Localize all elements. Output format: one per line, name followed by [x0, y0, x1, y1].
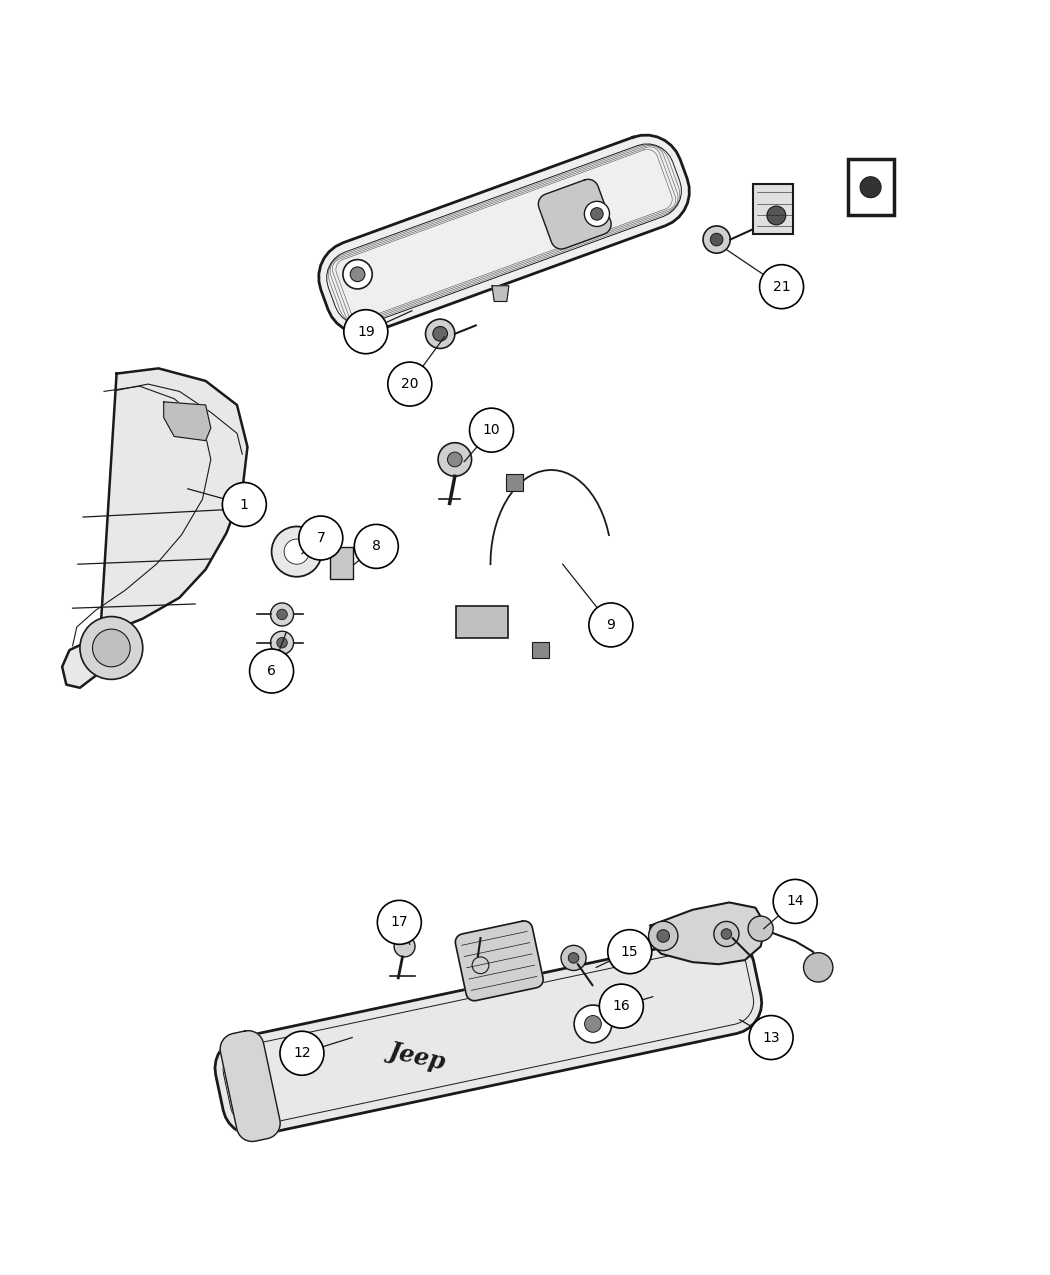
Circle shape — [354, 524, 398, 569]
Circle shape — [472, 958, 489, 974]
Circle shape — [271, 631, 294, 654]
Circle shape — [469, 408, 513, 453]
Circle shape — [585, 1015, 602, 1033]
Circle shape — [377, 900, 421, 945]
Circle shape — [803, 952, 833, 982]
Circle shape — [721, 928, 732, 940]
Text: 10: 10 — [483, 423, 500, 437]
Circle shape — [714, 922, 739, 946]
Text: 20: 20 — [401, 377, 419, 391]
Circle shape — [591, 208, 603, 221]
Circle shape — [250, 649, 294, 694]
Text: 8: 8 — [372, 539, 381, 553]
Polygon shape — [220, 1030, 280, 1141]
Circle shape — [394, 936, 415, 958]
Circle shape — [773, 880, 817, 923]
Circle shape — [285, 539, 310, 565]
FancyBboxPatch shape — [330, 547, 353, 579]
Polygon shape — [649, 903, 765, 964]
Circle shape — [657, 929, 670, 942]
Circle shape — [447, 453, 462, 467]
Text: 13: 13 — [762, 1030, 780, 1044]
Circle shape — [585, 201, 609, 227]
Circle shape — [343, 260, 372, 289]
Polygon shape — [164, 402, 211, 441]
Circle shape — [704, 226, 730, 254]
Circle shape — [649, 922, 678, 951]
Polygon shape — [456, 921, 543, 1001]
Circle shape — [749, 1016, 793, 1060]
Polygon shape — [539, 180, 611, 249]
Circle shape — [272, 527, 322, 576]
Circle shape — [277, 638, 288, 648]
Circle shape — [589, 603, 633, 646]
Circle shape — [80, 617, 143, 680]
Text: 14: 14 — [786, 894, 804, 908]
Text: 9: 9 — [607, 618, 615, 632]
Circle shape — [766, 207, 785, 224]
Text: Jeep: Jeep — [387, 1038, 448, 1074]
Text: 7: 7 — [316, 530, 326, 544]
Circle shape — [561, 945, 586, 970]
Circle shape — [280, 1031, 324, 1075]
FancyBboxPatch shape — [847, 159, 894, 215]
Circle shape — [343, 310, 387, 353]
Circle shape — [438, 442, 471, 477]
Polygon shape — [215, 936, 761, 1136]
Text: 15: 15 — [621, 945, 638, 959]
FancyBboxPatch shape — [456, 606, 508, 638]
Circle shape — [425, 319, 455, 348]
Circle shape — [299, 516, 342, 560]
FancyBboxPatch shape — [753, 184, 793, 235]
Circle shape — [351, 266, 365, 282]
Polygon shape — [62, 368, 248, 687]
Circle shape — [860, 177, 881, 198]
FancyBboxPatch shape — [506, 474, 523, 491]
Text: 1: 1 — [239, 497, 249, 511]
Text: 12: 12 — [293, 1047, 311, 1061]
Circle shape — [608, 929, 652, 974]
FancyBboxPatch shape — [532, 641, 549, 658]
Circle shape — [600, 984, 644, 1028]
Text: 6: 6 — [267, 664, 276, 678]
Circle shape — [223, 482, 267, 527]
Circle shape — [748, 915, 773, 941]
Text: 21: 21 — [773, 279, 791, 293]
Polygon shape — [492, 286, 509, 301]
Circle shape — [387, 362, 432, 405]
Circle shape — [92, 629, 130, 667]
Circle shape — [759, 265, 803, 309]
Text: 19: 19 — [357, 325, 375, 339]
Circle shape — [277, 609, 288, 620]
Circle shape — [433, 326, 447, 342]
Text: 16: 16 — [612, 1000, 630, 1014]
Text: 17: 17 — [391, 915, 408, 929]
Circle shape — [271, 603, 294, 626]
Polygon shape — [319, 135, 689, 334]
Circle shape — [568, 952, 579, 963]
Circle shape — [574, 1005, 612, 1043]
Circle shape — [711, 233, 723, 246]
